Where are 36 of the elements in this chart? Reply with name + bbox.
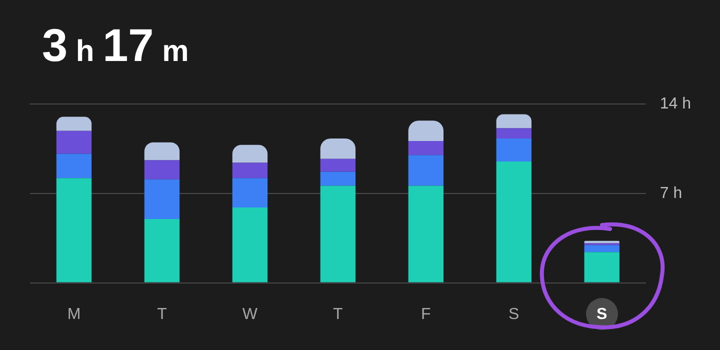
bar [408, 155, 444, 186]
x-tick-label: S [596, 306, 608, 323]
bar [408, 120, 444, 142]
bar [320, 138, 356, 159]
x-tick-label: T [333, 306, 344, 323]
bar [56, 154, 92, 178]
bar [232, 144, 268, 163]
bar [320, 186, 356, 282]
bar [496, 161, 532, 282]
bar [232, 162, 268, 178]
bar [496, 128, 532, 138]
bar [496, 114, 532, 128]
y-tick-label: 7 h [660, 184, 682, 202]
x-tick-label: F [421, 306, 432, 323]
bar [584, 245, 620, 252]
bar [408, 186, 444, 282]
bar [496, 138, 532, 162]
bar [144, 218, 180, 282]
bar [584, 252, 620, 282]
bar [144, 142, 180, 160]
bar [408, 141, 444, 156]
bar [232, 178, 268, 208]
bar [144, 179, 180, 219]
bar [144, 160, 180, 180]
x-tick-label: M [67, 306, 81, 323]
bar [56, 116, 92, 131]
x-tick-label: S [508, 306, 520, 323]
bar [56, 130, 92, 154]
bar [56, 178, 92, 282]
bar [320, 158, 356, 172]
chart-title: 3 h 17 m [42, 19, 189, 71]
bar [320, 172, 356, 186]
y-tick-label: 14 h [660, 95, 691, 112]
x-tick-label: T [157, 306, 168, 323]
bar [232, 207, 268, 282]
x-tick-label: W [242, 306, 258, 323]
